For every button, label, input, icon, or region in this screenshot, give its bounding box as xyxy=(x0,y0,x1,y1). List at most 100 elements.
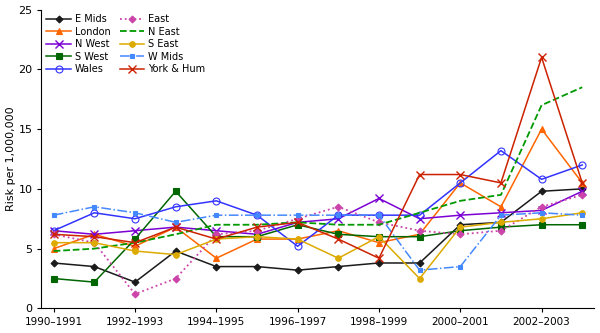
London xyxy=(376,241,383,245)
W Mids xyxy=(172,220,179,224)
E Mids xyxy=(213,265,220,269)
E Mids xyxy=(172,249,179,253)
W Mids xyxy=(213,213,220,217)
York & Hum xyxy=(213,237,220,241)
N East xyxy=(538,103,545,107)
N East xyxy=(416,211,423,215)
N East xyxy=(376,223,383,227)
East xyxy=(91,241,98,245)
East xyxy=(172,276,179,280)
East xyxy=(294,217,301,221)
S West xyxy=(497,225,505,229)
Line: S West: S West xyxy=(51,188,585,285)
East xyxy=(131,292,139,296)
London xyxy=(131,244,139,248)
East xyxy=(253,229,260,233)
London xyxy=(253,237,260,241)
Wales xyxy=(335,213,342,217)
York & Hum xyxy=(91,235,98,239)
S West xyxy=(457,229,464,233)
N East xyxy=(335,223,342,227)
Wales xyxy=(497,149,505,153)
N West xyxy=(294,220,301,224)
East xyxy=(416,229,423,233)
W Mids xyxy=(457,265,464,269)
Line: W Mids: W Mids xyxy=(52,205,584,272)
N East xyxy=(213,223,220,227)
N East xyxy=(497,193,505,197)
Line: N East: N East xyxy=(53,87,582,251)
East xyxy=(457,232,464,236)
N West xyxy=(416,217,423,221)
W Mids xyxy=(335,213,342,217)
East xyxy=(497,229,505,233)
York & Hum xyxy=(578,181,586,185)
S East xyxy=(131,249,139,253)
N West xyxy=(457,213,464,217)
N East xyxy=(91,247,98,251)
London xyxy=(213,256,220,260)
Wales xyxy=(131,217,139,221)
N West xyxy=(376,196,383,200)
Wales xyxy=(457,181,464,185)
W Mids xyxy=(416,268,423,272)
E Mids xyxy=(131,280,139,284)
Wales xyxy=(50,229,57,233)
London xyxy=(457,181,464,185)
S West xyxy=(538,223,545,227)
Line: S East: S East xyxy=(51,210,585,281)
S East xyxy=(578,211,586,215)
S West xyxy=(50,276,57,280)
S East xyxy=(50,241,57,245)
E Mids xyxy=(335,265,342,269)
York & Hum xyxy=(50,232,57,236)
Wales xyxy=(253,213,260,217)
N West xyxy=(335,217,342,221)
S East xyxy=(91,241,98,245)
E Mids xyxy=(50,261,57,265)
N West xyxy=(253,232,260,236)
S East xyxy=(416,276,423,280)
S West xyxy=(131,237,139,241)
East xyxy=(376,220,383,224)
York & Hum xyxy=(253,225,260,229)
York & Hum xyxy=(497,181,505,185)
Y-axis label: Risk per 1,000,000: Risk per 1,000,000 xyxy=(5,107,16,211)
W Mids xyxy=(538,211,545,215)
York & Hum xyxy=(294,220,301,224)
S East xyxy=(376,235,383,239)
S East xyxy=(294,237,301,241)
N East xyxy=(294,220,301,224)
Line: East: East xyxy=(51,192,584,296)
E Mids xyxy=(578,187,586,191)
York & Hum xyxy=(131,241,139,245)
S West xyxy=(213,235,220,239)
S West xyxy=(335,232,342,236)
W Mids xyxy=(50,213,57,217)
W Mids xyxy=(376,213,383,217)
S East xyxy=(457,225,464,229)
Legend: E Mids, London, N West, S West, Wales, East, N East, S East, W Mids, York & Hum: E Mids, London, N West, S West, Wales, E… xyxy=(44,12,207,76)
London xyxy=(294,237,301,241)
London xyxy=(538,127,545,131)
E Mids xyxy=(253,265,260,269)
East xyxy=(578,193,586,197)
York & Hum xyxy=(457,172,464,176)
S West xyxy=(416,235,423,239)
E Mids xyxy=(538,189,545,193)
Line: Wales: Wales xyxy=(50,147,586,250)
S West xyxy=(253,235,260,239)
W Mids xyxy=(131,211,139,215)
S West xyxy=(376,235,383,239)
East xyxy=(538,205,545,209)
W Mids xyxy=(294,213,301,217)
York & Hum xyxy=(376,256,383,260)
Wales xyxy=(578,163,586,167)
York & Hum xyxy=(416,172,423,176)
E Mids xyxy=(497,220,505,224)
E Mids xyxy=(457,223,464,227)
S West xyxy=(294,223,301,227)
London xyxy=(335,229,342,233)
N East xyxy=(578,85,586,89)
N West xyxy=(578,189,586,193)
